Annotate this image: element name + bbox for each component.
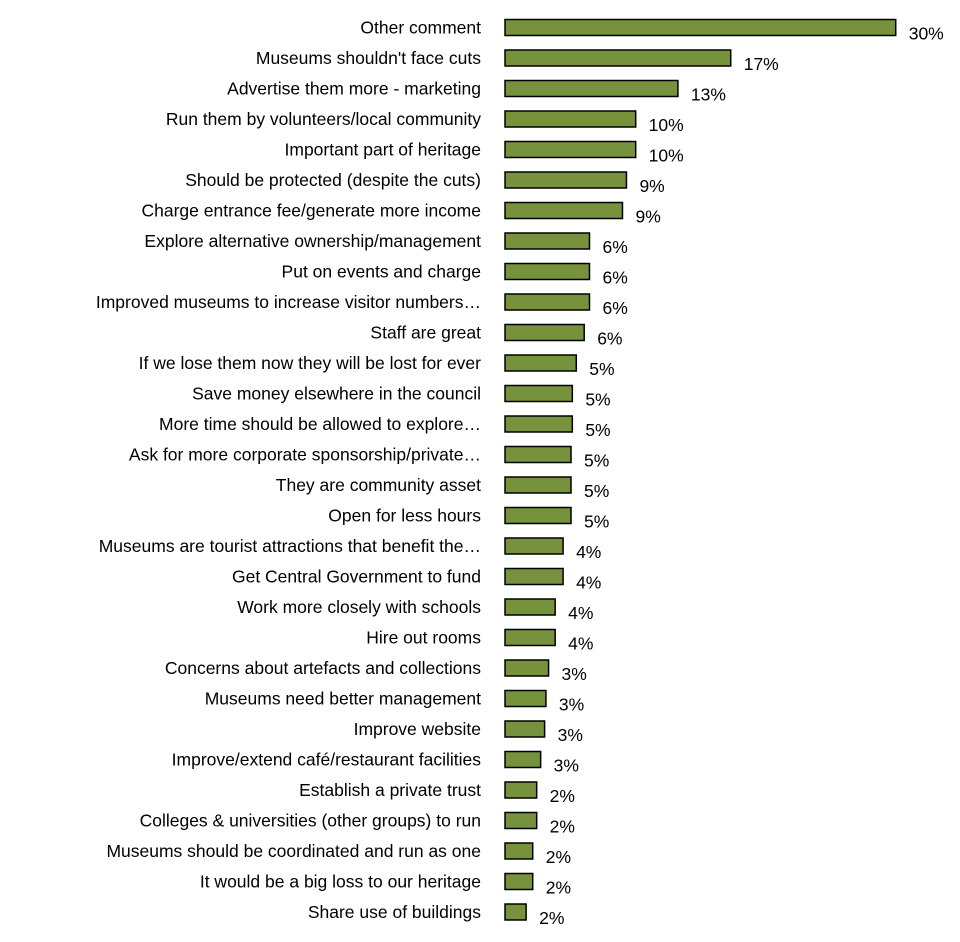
data-label: 5% <box>584 512 609 532</box>
category-label: They are community asset <box>276 475 481 495</box>
data-label: 3% <box>559 695 584 715</box>
category-label: Share use of buildings <box>308 902 481 922</box>
category-label: Museums are tourist attractions that ben… <box>99 536 481 556</box>
data-label: 5% <box>585 420 610 440</box>
bar <box>504 659 550 677</box>
bar <box>504 79 679 98</box>
category-label: Run them by volunteers/local community <box>166 109 481 129</box>
category-label: Get Central Government to fund <box>232 567 481 587</box>
category-label: Important part of heritage <box>285 140 482 160</box>
bar <box>504 293 591 311</box>
data-label: 3% <box>558 725 583 745</box>
bar <box>504 232 591 250</box>
data-label: 17% <box>744 54 779 74</box>
data-label: 5% <box>584 451 609 471</box>
data-label: 2% <box>550 817 575 837</box>
bars <box>504 18 897 921</box>
bar <box>504 781 538 799</box>
bar <box>504 689 547 708</box>
data-label: 2% <box>550 786 575 806</box>
data-label: 6% <box>602 237 627 257</box>
category-label: Colleges & universities (other groups) t… <box>140 811 481 831</box>
bar <box>504 506 572 525</box>
category-label: Museums shouldn't face cuts <box>256 48 481 68</box>
data-label: 13% <box>691 85 726 105</box>
bar <box>504 872 534 891</box>
data-label: 5% <box>585 390 610 410</box>
bar <box>504 262 591 281</box>
bar <box>504 567 564 586</box>
category-labels: Other comment Museums shouldn't face cuts… <box>96 18 481 923</box>
bar <box>504 415 574 433</box>
category-label: Put on events and charge <box>282 262 481 282</box>
bar <box>504 628 556 647</box>
category-label: Open for less hours <box>328 506 481 526</box>
bar <box>504 811 538 830</box>
bar <box>504 476 572 494</box>
category-label: Staff are great <box>370 323 481 343</box>
data-label: 3% <box>554 756 579 776</box>
category-label: Save money elsewhere in the council <box>192 384 481 404</box>
category-label: Museums need better management <box>205 689 481 709</box>
bar <box>504 18 897 37</box>
bar <box>504 598 556 616</box>
data-label: 10% <box>649 115 684 135</box>
category-label: Hire out rooms <box>366 628 481 648</box>
category-label: Other comment <box>360 18 481 38</box>
data-label: 5% <box>584 481 609 501</box>
bar <box>504 384 574 403</box>
data-label: 4% <box>568 634 593 654</box>
bar <box>504 49 732 67</box>
data-label: 4% <box>576 573 601 593</box>
bar <box>504 140 637 159</box>
data-label: 2% <box>539 908 564 928</box>
bar <box>504 842 534 860</box>
data-label: 2% <box>546 878 571 898</box>
category-label: Explore alternative ownership/management <box>144 231 481 251</box>
category-label: If we lose them now they will be lost fo… <box>139 353 482 373</box>
category-label: Should be protected (despite the cuts) <box>185 170 481 190</box>
data-label: 30% <box>909 24 944 44</box>
data-label: 9% <box>635 207 660 227</box>
category-label: Establish a private trust <box>299 780 481 800</box>
data-label: 6% <box>602 298 627 318</box>
category-label: Concerns about artefacts and collections <box>165 658 481 678</box>
bar <box>504 171 628 189</box>
bar <box>504 110 637 128</box>
data-label: 10% <box>649 146 684 166</box>
bar <box>504 201 624 220</box>
value-labels: 30% 17% 13% 10% 10% 9% 9% 6% 6% 6% 6% 5% 5% 5% 5% 5% 5% 4… <box>539 24 944 929</box>
category-label: Work more closely with schools <box>237 597 481 617</box>
data-label: 4% <box>568 603 593 623</box>
category-label: Museums should be coordinated and run as… <box>106 841 481 861</box>
bar <box>504 720 546 738</box>
category-label: Charge entrance fee/generate more income <box>141 201 481 221</box>
data-label: 3% <box>562 664 587 684</box>
category-label: More time should be allowed to explore… <box>159 414 481 434</box>
bar <box>504 323 585 342</box>
data-label: 9% <box>639 176 664 196</box>
data-label: 6% <box>602 268 627 288</box>
bar <box>504 445 572 464</box>
category-label: Improve website <box>354 719 481 739</box>
data-label: 5% <box>589 359 614 379</box>
bar <box>504 903 527 921</box>
bar <box>504 750 542 769</box>
category-label: Advertise them more - marketing <box>227 79 481 99</box>
bar <box>504 354 578 372</box>
category-label: Ask for more corporate sponsorship/priva… <box>129 445 481 465</box>
category-label: It would be a big loss to our heritage <box>200 872 481 892</box>
bar <box>504 537 564 555</box>
data-label: 6% <box>597 329 622 349</box>
data-label: 4% <box>576 542 601 562</box>
data-label: 2% <box>546 847 571 867</box>
category-label: Improved museums to increase visitor num… <box>96 292 481 312</box>
category-label: Improve/extend café/restaurant facilitie… <box>172 750 482 770</box>
